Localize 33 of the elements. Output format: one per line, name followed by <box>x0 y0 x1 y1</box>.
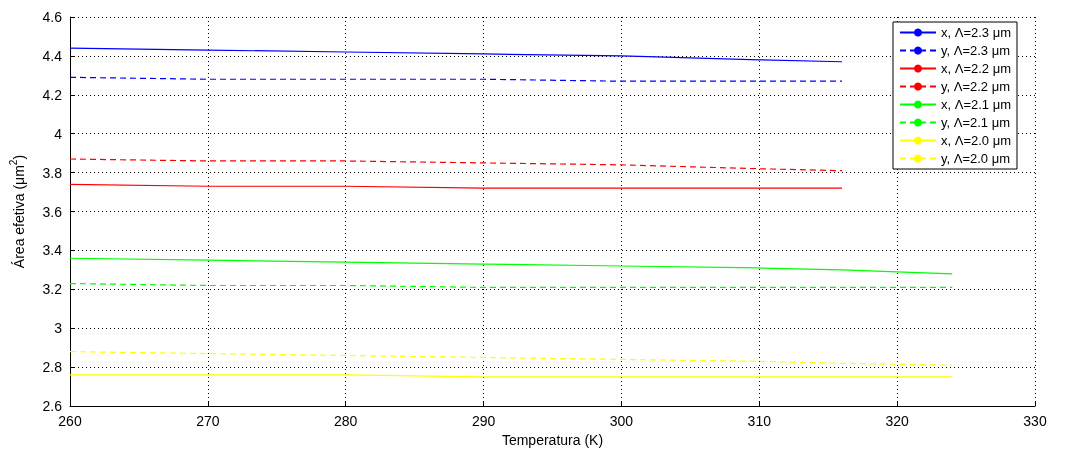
x-tick-label: 310 <box>747 413 772 430</box>
y-tick-label: 2.6 <box>42 398 63 415</box>
x-tick-label: 300 <box>609 413 634 430</box>
legend-label: x, Λ=2.0 μm <box>941 133 1012 148</box>
y-tick-label: 3 <box>54 320 63 337</box>
line-series <box>69 158 843 172</box>
y-tick-label: 3.6 <box>42 203 63 220</box>
x-tick-label: 260 <box>58 413 82 430</box>
x-tick-label: 320 <box>885 413 910 430</box>
legend-label: y, Λ=2.1 μm <box>941 115 1011 130</box>
y-tick-label: 3.2 <box>42 281 63 298</box>
legend-label: y, Λ=2.2 μm <box>941 79 1011 94</box>
line-series <box>69 257 953 275</box>
legend-label: y, Λ=2.3 μm <box>941 43 1011 58</box>
x-tick-label: 280 <box>334 413 358 430</box>
legend-label: x, Λ=2.2 μm <box>941 61 1012 76</box>
x-tick-label: 330 <box>1023 413 1047 430</box>
legend-label: x, Λ=2.1 μm <box>941 97 1012 112</box>
y-tick-label: 3.4 <box>42 242 63 259</box>
y-tick-label: 4.4 <box>42 47 63 64</box>
x-tick-label: 270 <box>196 413 220 430</box>
x-axis-title: Temperatura (K) <box>501 432 604 448</box>
y-tick-label: 4 <box>54 125 63 142</box>
x-tick-label: 290 <box>471 413 496 430</box>
y-axis-title: Área efetiva (μm2) <box>7 154 27 269</box>
y-tick-label: 2.8 <box>42 359 63 376</box>
y-tick-label: 4.2 <box>42 86 63 103</box>
legend-label: y, Λ=2.0 μm <box>941 151 1011 166</box>
line-series <box>69 351 953 366</box>
legend-label: x, Λ=2.3 μm <box>941 25 1012 40</box>
y-tick-label: 4.6 <box>42 9 63 25</box>
y-tick-label: 3.8 <box>42 164 63 181</box>
line-series <box>69 47 843 63</box>
